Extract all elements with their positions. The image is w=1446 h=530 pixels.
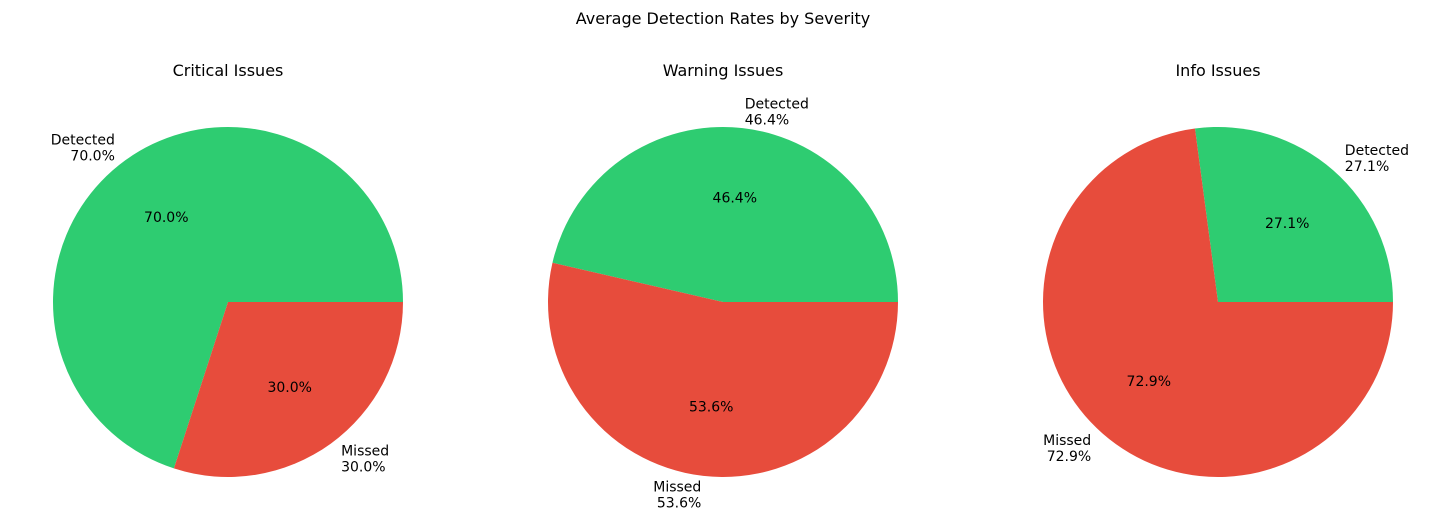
slice-label-warning-missed: Missed 53.6% — [653, 479, 701, 511]
pie-chart-critical: Critical Issues 70.0% Detected 70.0% 30.0% M… — [51, 61, 404, 477]
pct-label-warning-missed: 53.6% — [689, 399, 733, 415]
pct-label-warning-detected: 46.4% — [713, 191, 757, 207]
slice-label-warning-detected: Detected 46.4% — [745, 97, 809, 129]
slice-label-info-missed: Missed 72.9% — [1043, 433, 1091, 465]
chart-title-critical: Critical Issues — [173, 61, 284, 80]
pie-chart-warning: Warning Issues 46.4% Detected 46.4% 53.6% Mi… — [548, 61, 898, 511]
pie-slice-warning-detected — [552, 127, 898, 302]
chart-title-warning: Warning Issues — [663, 61, 784, 80]
pie-slice-info-missed — [1043, 128, 1393, 477]
slice-label-info-detected: Detected 27.1% — [1345, 143, 1409, 175]
slice-label-critical-missed: Missed 30.0% — [341, 444, 389, 476]
pie-chart-info: Info Issues 27.1% Detected 27.1% 72.9% Misse… — [1043, 61, 1409, 477]
pie-slice-warning-missed — [548, 262, 898, 478]
pie-slice-info-detected — [1194, 126, 1393, 302]
pct-label-info-missed: 72.9% — [1127, 374, 1171, 390]
figure-title: Average Detection Rates by Severity — [576, 9, 871, 28]
pct-label-critical-missed: 30.0% — [267, 380, 311, 396]
pct-label-info-detected: 27.1% — [1265, 216, 1309, 232]
slice-label-critical-detected: Detected 70.0% — [51, 132, 115, 164]
pct-label-critical-detected: 70.0% — [144, 210, 188, 226]
pie-slice-critical-detected — [53, 126, 404, 469]
chart-title-info: Info Issues — [1175, 61, 1260, 80]
pie-slice-critical-missed — [173, 302, 403, 477]
